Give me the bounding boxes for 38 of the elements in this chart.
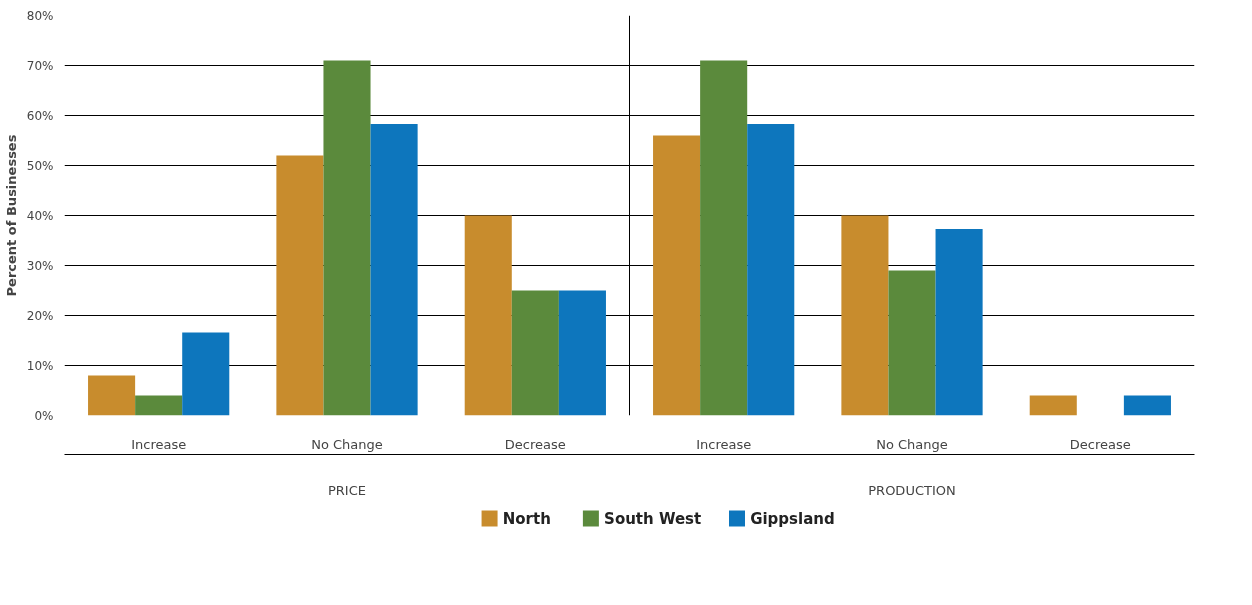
- legend-label: South West: [604, 509, 702, 528]
- y-tick-label: 60%: [26, 108, 54, 123]
- x-tick-label: Decrease: [504, 436, 566, 452]
- text: PRODUCTION: [868, 482, 956, 498]
- x-tick-label: Increase: [696, 436, 752, 452]
- bar: [653, 135, 701, 416]
- bar: [935, 229, 983, 416]
- y-tick-label: 70%: [26, 58, 54, 73]
- bar: [1029, 395, 1077, 416]
- x-tick-label: Decrease: [1069, 436, 1131, 452]
- y-tick-label: 40%: [26, 208, 54, 223]
- x-tick-label: No Change: [876, 436, 948, 452]
- bar: [370, 124, 418, 416]
- bar: [1123, 395, 1171, 416]
- bar: [182, 332, 230, 416]
- legend-label: Gippsland: [750, 509, 835, 528]
- bar: [88, 375, 136, 416]
- bar: [135, 395, 183, 416]
- bar: [747, 124, 795, 416]
- bar: [888, 270, 936, 416]
- bar: [511, 290, 559, 416]
- y-axis-title: Percent of Businesses: [3, 134, 19, 297]
- bar: [558, 290, 606, 416]
- y-tick-label: 0%: [34, 408, 54, 423]
- y-tick-label: 20%: [26, 308, 54, 323]
- bar: [841, 215, 889, 416]
- y-tick-label: 50%: [26, 158, 54, 173]
- x-tick-label: No Change: [311, 436, 383, 452]
- legend-label: North: [502, 509, 551, 528]
- y-tick-label: 30%: [26, 258, 54, 273]
- bar: [323, 60, 371, 416]
- bar: [700, 60, 748, 416]
- bar: [464, 215, 512, 416]
- y-tick-label: 80%: [26, 8, 54, 23]
- y-tick-label: 10%: [26, 358, 54, 373]
- bar: [276, 155, 324, 416]
- x-tick-label: Increase: [131, 436, 187, 452]
- text: PRICE: [328, 482, 366, 498]
